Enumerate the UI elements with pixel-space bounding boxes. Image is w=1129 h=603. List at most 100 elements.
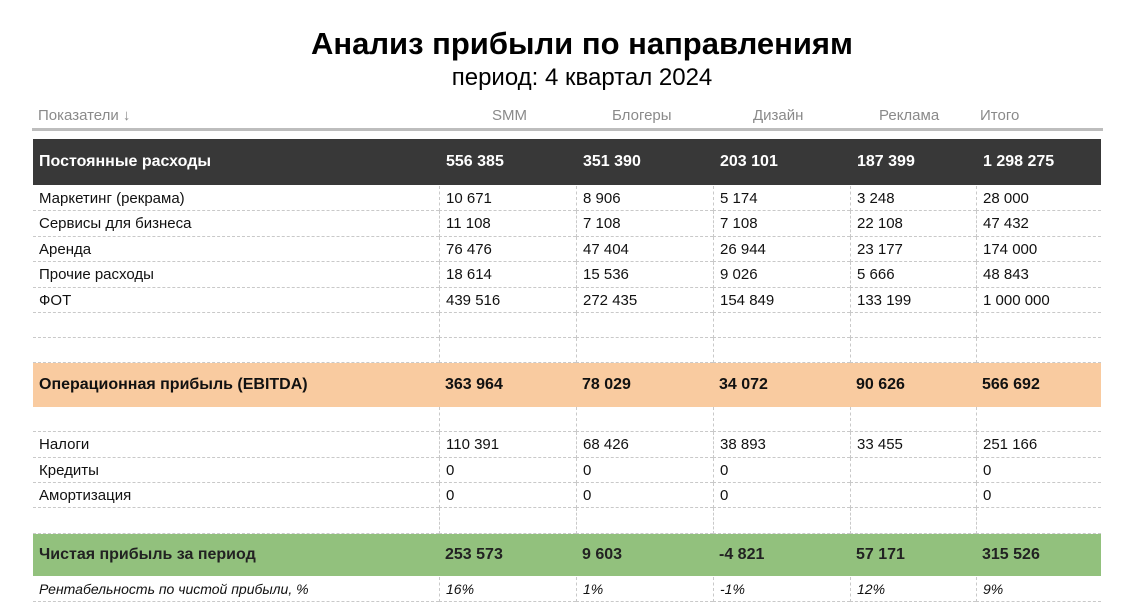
row-label: Прочие расходы	[33, 262, 439, 288]
cell-ads[interactable]	[850, 483, 976, 508]
cell-smm[interactable]: 11 108	[439, 211, 576, 237]
row-label: Амортизация	[33, 483, 439, 508]
cell-design[interactable]: 203 101	[720, 153, 778, 170]
cell-design[interactable]: 154 849	[713, 288, 850, 313]
table-row-empty	[33, 407, 1101, 432]
cell-bloggers[interactable]: 351 390	[583, 153, 641, 170]
row-label: Маркетинг (рекрама)	[33, 186, 439, 211]
table-row-payroll: ФОТ 439 516 272 435 154 849 133 199 1 00…	[33, 288, 1101, 313]
cell-smm[interactable]: 110 391	[439, 432, 576, 458]
table-row-empty	[33, 508, 1101, 534]
cell-ads[interactable]: 22 108	[850, 211, 976, 237]
cell-smm[interactable]: 76 476	[439, 237, 576, 262]
cell-design[interactable]: -4 821	[719, 546, 765, 563]
cell-ads[interactable]	[850, 338, 976, 363]
column-header-smm[interactable]: SMM	[492, 107, 527, 124]
cell-total[interactable]: 1 298 275	[983, 153, 1055, 170]
cell-bloggers[interactable]	[576, 407, 713, 432]
cell-bloggers[interactable]	[576, 313, 713, 338]
table-row-other: Прочие расходы 18 614 15 536 9 026 5 666…	[33, 262, 1101, 288]
cell-ads[interactable]: 12%	[850, 577, 976, 602]
cell-ads[interactable]: 133 199	[850, 288, 976, 313]
cell-design[interactable]	[713, 508, 850, 534]
report-period: период: 4 квартал 2024	[451, 64, 713, 91]
cell-total[interactable]: 47 432	[976, 211, 1101, 237]
cell-ads[interactable]	[850, 407, 976, 432]
table-row-credits: Кредиты 0 0 0 0	[33, 458, 1101, 483]
cell-ads[interactable]: 5 666	[850, 262, 976, 288]
cell-ads[interactable]	[850, 313, 976, 338]
cell-total[interactable]: 315 526	[982, 546, 1040, 563]
column-header-ads[interactable]: Реклама	[879, 107, 940, 124]
cell-smm[interactable]: 16%	[439, 577, 576, 602]
cell-bloggers[interactable]: 7 108	[576, 211, 713, 237]
cell-bloggers[interactable]: 0	[576, 483, 713, 508]
cell-smm[interactable]	[439, 508, 576, 534]
cell-design[interactable]: 26 944	[713, 237, 850, 262]
cell-total[interactable]: 0	[976, 458, 1101, 483]
row-label: Рентабельность по чистой прибыли, %	[33, 577, 439, 602]
cell-ads[interactable]	[850, 508, 976, 534]
cell-smm[interactable]	[439, 338, 576, 363]
cell-bloggers[interactable]: 272 435	[576, 288, 713, 313]
column-header-bloggers[interactable]: Блогеры	[612, 107, 672, 124]
cell-bloggers[interactable]: 1%	[576, 577, 713, 602]
cell-bloggers[interactable]	[576, 338, 713, 363]
cell-smm[interactable]: 0	[439, 458, 576, 483]
cell-design[interactable]: 0	[713, 458, 850, 483]
cell-design[interactable]: 7 108	[713, 211, 850, 237]
cell-ads[interactable]: 57 171	[856, 546, 905, 563]
cell-ads[interactable]: 3 248	[850, 186, 976, 211]
table-row-taxes: Налоги 110 391 68 426 38 893 33 455 251 …	[33, 432, 1101, 458]
cell-total[interactable]	[976, 407, 1101, 432]
cell-smm[interactable]: 363 964	[445, 376, 503, 393]
cell-smm[interactable]	[439, 407, 576, 432]
cell-smm[interactable]: 556 385	[446, 153, 504, 170]
cell-total[interactable]: 251 166	[976, 432, 1101, 458]
cell-ads[interactable]: 33 455	[850, 432, 976, 458]
cell-smm[interactable]: 439 516	[439, 288, 576, 313]
cell-total[interactable]: 48 843	[976, 262, 1101, 288]
cell-ads[interactable]: 90 626	[856, 376, 905, 393]
cell-smm[interactable]: 253 573	[445, 546, 503, 563]
cell-design[interactable]: 5 174	[713, 186, 850, 211]
row-label: ФОТ	[33, 288, 439, 313]
cell-smm[interactable]	[439, 313, 576, 338]
cell-total[interactable]: 1 000 000	[976, 288, 1101, 313]
cell-smm[interactable]: 0	[439, 483, 576, 508]
cell-ads[interactable]: 23 177	[850, 237, 976, 262]
row-label: Кредиты	[33, 458, 439, 483]
cell-bloggers[interactable]: 9 603	[582, 546, 623, 563]
cell-bloggers[interactable]: 0	[576, 458, 713, 483]
cell-total[interactable]: 0	[976, 483, 1101, 508]
cell-bloggers[interactable]: 15 536	[576, 262, 713, 288]
cell-design[interactable]	[713, 407, 850, 432]
row-label: Сервисы для бизнеса	[33, 211, 439, 237]
cell-total[interactable]: 174 000	[976, 237, 1101, 262]
cell-total[interactable]: 566 692	[982, 376, 1040, 393]
cell-total[interactable]: 9%	[976, 577, 1101, 602]
cell-bloggers[interactable]: 68 426	[576, 432, 713, 458]
cell-bloggers[interactable]: 8 906	[576, 186, 713, 211]
cell-design[interactable]	[713, 338, 850, 363]
cell-bloggers[interactable]	[576, 508, 713, 534]
cell-total[interactable]	[976, 338, 1101, 363]
column-header-indicators[interactable]: Показатели ↓	[38, 107, 131, 124]
column-header-total[interactable]: Итого	[980, 107, 1020, 124]
cell-design[interactable]	[713, 313, 850, 338]
cell-total[interactable]	[976, 313, 1101, 338]
cell-smm[interactable]: 10 671	[439, 186, 576, 211]
cell-total[interactable]	[976, 508, 1101, 534]
cell-total[interactable]: 28 000	[976, 186, 1101, 211]
cell-design[interactable]: 9 026	[713, 262, 850, 288]
cell-design[interactable]: 34 072	[719, 376, 768, 393]
cell-ads[interactable]	[850, 458, 976, 483]
cell-design[interactable]: 38 893	[713, 432, 850, 458]
column-header-design[interactable]: Дизайн	[753, 107, 804, 124]
cell-design[interactable]: 0	[713, 483, 850, 508]
cell-ads[interactable]: 187 399	[857, 153, 915, 170]
cell-design[interactable]: -1%	[713, 577, 850, 602]
cell-bloggers[interactable]: 78 029	[582, 376, 631, 393]
cell-smm[interactable]: 18 614	[439, 262, 576, 288]
cell-bloggers[interactable]: 47 404	[576, 237, 713, 262]
